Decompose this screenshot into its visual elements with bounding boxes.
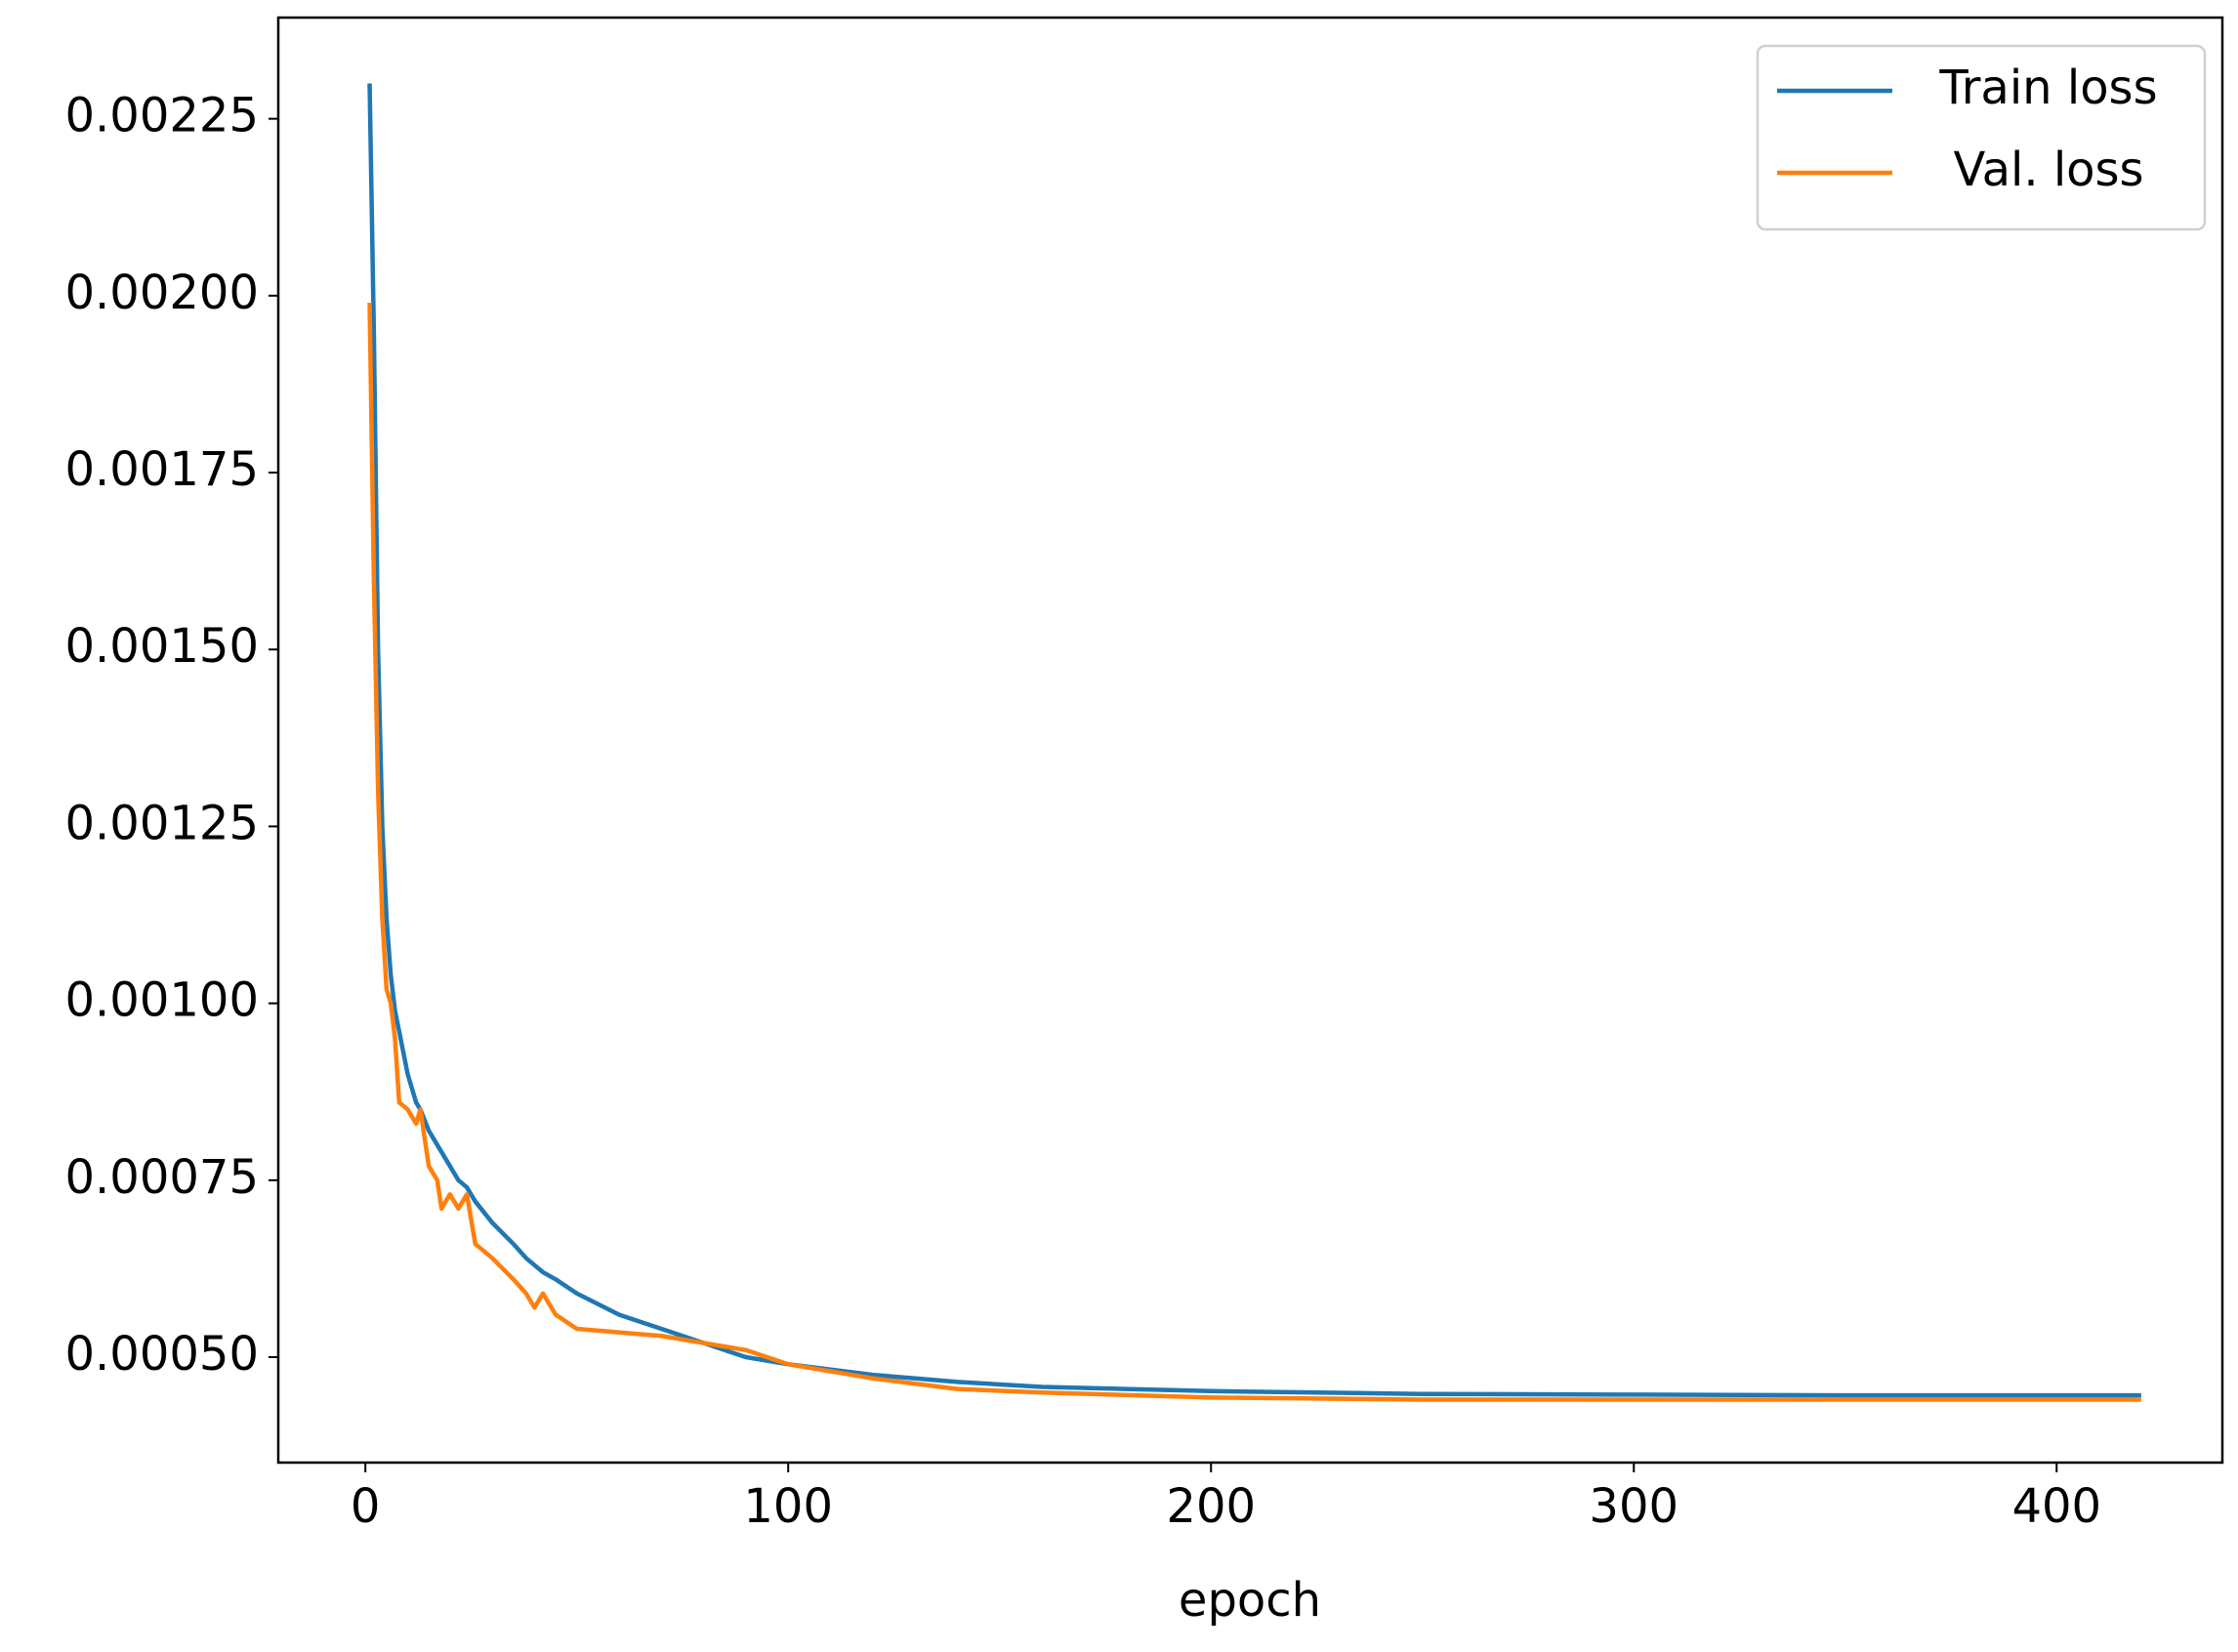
legend-label: Val. loss xyxy=(1953,143,2143,197)
y-tick-label: 0.00200 xyxy=(65,266,260,320)
line-series xyxy=(367,83,2141,1398)
y-tick-label: 0.00100 xyxy=(65,973,260,1028)
x-tick-label: 200 xyxy=(1166,1479,1256,1534)
x-tick-label: 400 xyxy=(2011,1479,2101,1534)
x-tick-label: 0 xyxy=(351,1479,381,1534)
y-tick-label: 0.00050 xyxy=(65,1327,260,1382)
y-tick-label: 0.00175 xyxy=(65,442,260,497)
x-tick-label: 100 xyxy=(743,1479,833,1534)
y-tick-label: 0.00125 xyxy=(65,796,260,850)
legend-label: Train loss xyxy=(1938,61,2157,115)
y-tick-label: 0.00225 xyxy=(65,89,260,144)
y-tick-label: 0.00150 xyxy=(65,619,260,674)
x-tick-label: 300 xyxy=(1589,1479,1678,1534)
x-axis-label: epoch xyxy=(1179,1573,1321,1628)
plot-frame xyxy=(276,16,2224,1465)
y-tick-label: 0.00075 xyxy=(65,1150,260,1205)
line-series xyxy=(367,303,2141,1402)
